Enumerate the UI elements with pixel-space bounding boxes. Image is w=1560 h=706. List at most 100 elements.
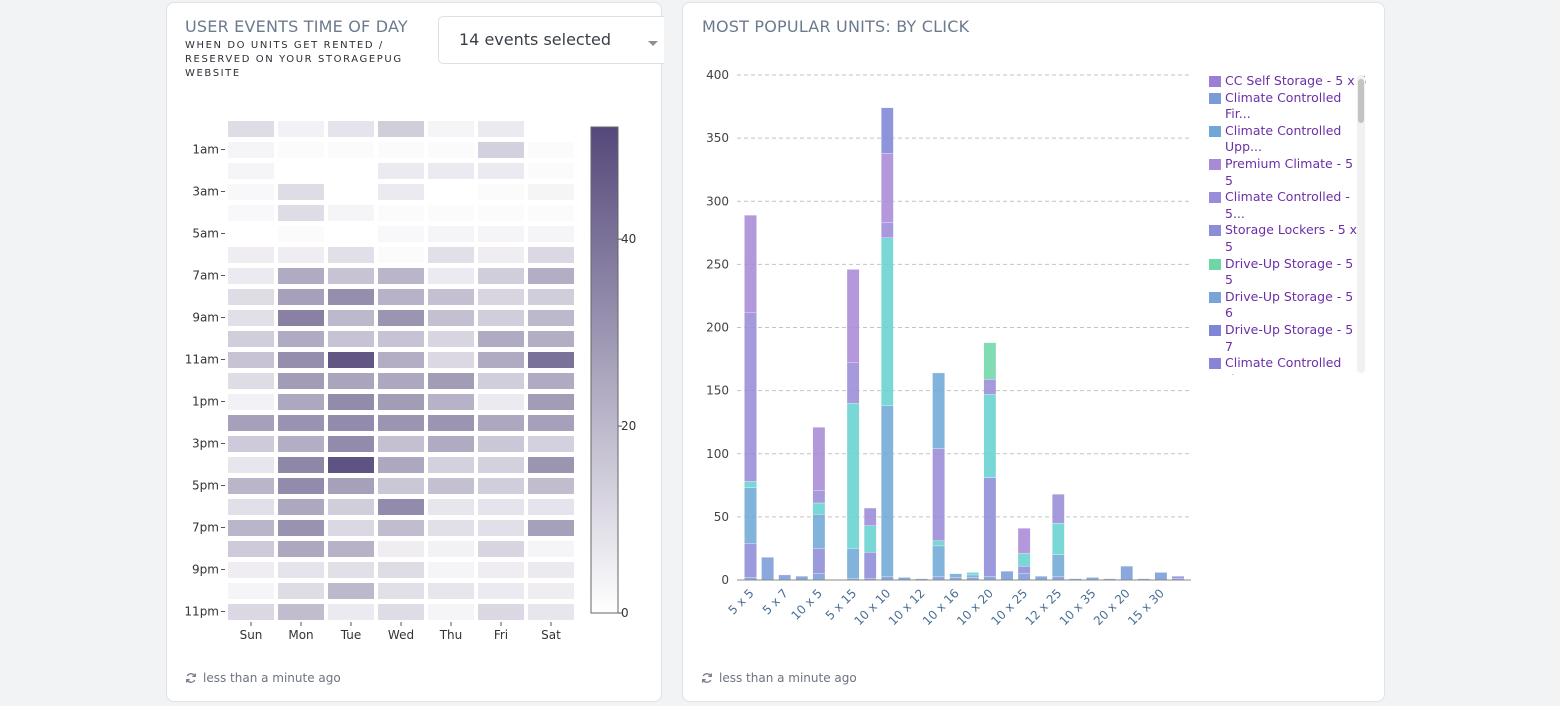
heatmap-cell bbox=[528, 142, 574, 158]
bar-segment bbox=[863, 552, 877, 579]
bar-segment bbox=[932, 576, 945, 581]
heatmap-cell bbox=[278, 226, 324, 242]
bar-segment bbox=[881, 237, 894, 406]
heatmap-chart: 1am 3am 5am 7am 9am 11am 1pm 3pm 5pm 7pm 9pm 11pm Su… bbox=[184, 121, 636, 642]
heatmap-cell bbox=[478, 457, 524, 473]
heatmap-cell bbox=[328, 520, 374, 536]
heatmap-cell bbox=[478, 142, 524, 158]
y-tick-label: 50 bbox=[714, 510, 729, 524]
x-tick-label: Tue bbox=[340, 628, 362, 642]
legend-item[interactable]: Premium Climate - 5 x 5 bbox=[1208, 156, 1368, 189]
heatmap-cell bbox=[478, 583, 524, 599]
heatmap-cell bbox=[378, 247, 424, 263]
legend-item[interactable]: Climate Controlled Fir... bbox=[1208, 355, 1368, 375]
heatmap-cell bbox=[428, 247, 474, 263]
heatmap-cell bbox=[328, 163, 374, 179]
heatmap-cell bbox=[278, 331, 324, 347]
legend-item[interactable]: Drive-Up Storage - 5 x 6 bbox=[1208, 289, 1368, 322]
heatmap-cell bbox=[528, 352, 574, 368]
bar-chart-legend[interactable]: CC Self Storage - 5 x 5 Climate Controlle… bbox=[1208, 73, 1373, 375]
heatmap-cell bbox=[328, 373, 374, 389]
heatmap-cell bbox=[228, 583, 274, 599]
heatmap-cell bbox=[378, 268, 424, 284]
legend-item[interactable]: Drive-Up Storage - 5 x 5 bbox=[1208, 256, 1368, 289]
legend-item[interactable]: Climate Controlled - 5... bbox=[1208, 189, 1368, 222]
legend-scrollbar[interactable] bbox=[1357, 75, 1365, 373]
colorbar-tick-label: 0 bbox=[621, 606, 629, 620]
heatmap-cell bbox=[278, 247, 324, 263]
heatmap-cell bbox=[478, 478, 524, 494]
legend-item[interactable]: Climate Controlled Fir... bbox=[1208, 90, 1368, 123]
heatmap-cell bbox=[378, 373, 424, 389]
legend-label: Premium Climate - 5 x 5 bbox=[1225, 155, 1365, 188]
heatmap-cell bbox=[428, 541, 474, 557]
heatmap-cell bbox=[478, 436, 524, 452]
heatmap-cell bbox=[378, 310, 424, 326]
legend-label: Drive-Up Storage - 5 x 6 bbox=[1225, 288, 1365, 321]
bar-segment bbox=[881, 576, 894, 581]
heatmap-cell bbox=[278, 520, 324, 536]
bar-segment bbox=[881, 405, 894, 577]
legend-item[interactable]: Storage Lockers - 5 x 5 bbox=[1208, 222, 1368, 255]
heatmap-cell bbox=[228, 436, 274, 452]
bar-segment bbox=[812, 573, 826, 581]
heatmap-cell bbox=[528, 310, 574, 326]
x-tick-label: Fri bbox=[494, 628, 508, 642]
heatmap-cell bbox=[228, 289, 274, 305]
bar-segment bbox=[812, 490, 826, 504]
bar-segment bbox=[744, 543, 757, 578]
x-tick-label: Mon bbox=[288, 628, 313, 642]
refresh-icon[interactable] bbox=[185, 672, 197, 684]
heatmap-cell bbox=[328, 604, 374, 620]
heatmap-cell bbox=[478, 163, 524, 179]
heatmap-cell bbox=[378, 604, 424, 620]
heatmap-cell bbox=[528, 289, 574, 305]
heatmap-cell bbox=[278, 268, 324, 284]
events-select-dropdown[interactable]: 14 events selected bbox=[438, 16, 664, 64]
legend-item[interactable]: CC Self Storage - 5 x 5 bbox=[1208, 73, 1368, 90]
heatmap-cell bbox=[328, 205, 374, 221]
heatmap-cell bbox=[378, 121, 424, 137]
heatmap-cell bbox=[378, 184, 424, 200]
legend-label: Climate Controlled Upp... bbox=[1225, 122, 1342, 155]
y-tick-label: 7am bbox=[192, 269, 219, 283]
legend-swatch bbox=[1209, 258, 1221, 270]
heatmap-cell bbox=[428, 394, 474, 410]
bar-chart-card: MOST POPULAR UNITS: BY CLICK 0 50 100 150 20… bbox=[682, 2, 1385, 702]
heatmap-cell bbox=[228, 604, 274, 620]
heatmap-cell bbox=[478, 562, 524, 578]
heatmap-cell bbox=[228, 310, 274, 326]
heatmap-cell bbox=[428, 121, 474, 137]
legend-item[interactable]: Climate Controlled Upp... bbox=[1208, 123, 1368, 156]
heatmap-cell bbox=[378, 226, 424, 242]
heatmap-cell bbox=[478, 289, 524, 305]
heatmap-cell bbox=[528, 205, 574, 221]
y-tick-label: 100 bbox=[706, 447, 729, 461]
heatmap-cell bbox=[428, 499, 474, 515]
bar-segment bbox=[949, 573, 962, 578]
heatmap-cell bbox=[328, 121, 374, 137]
bar-segment bbox=[1052, 523, 1065, 555]
heatmap-cell bbox=[378, 541, 424, 557]
heatmap-cell bbox=[478, 331, 524, 347]
heatmap-cell bbox=[378, 163, 424, 179]
bar-segment bbox=[1017, 573, 1031, 581]
legend-swatch bbox=[1209, 92, 1221, 104]
bar-segment bbox=[812, 502, 826, 515]
heatmap-cell bbox=[528, 604, 574, 620]
heatmap-cell bbox=[478, 394, 524, 410]
x-tick-label: 5 x 7 bbox=[760, 586, 791, 617]
legend-scroll-thumb[interactable] bbox=[1358, 79, 1364, 123]
legend-swatch bbox=[1209, 76, 1221, 87]
heatmap-cell bbox=[378, 205, 424, 221]
y-tick-label: 300 bbox=[706, 194, 729, 208]
heatmap-cell bbox=[278, 541, 324, 557]
legend-item[interactable]: Drive-Up Storage - 5 x 7 bbox=[1208, 322, 1368, 355]
x-tick-label: Wed bbox=[388, 628, 414, 642]
heatmap-cell bbox=[428, 310, 474, 326]
refresh-icon[interactable] bbox=[701, 672, 713, 684]
bar-segment bbox=[983, 576, 997, 581]
heatmap-cell bbox=[328, 562, 374, 578]
heatmap-cell bbox=[328, 247, 374, 263]
y-tick-label: 7pm bbox=[192, 521, 219, 535]
